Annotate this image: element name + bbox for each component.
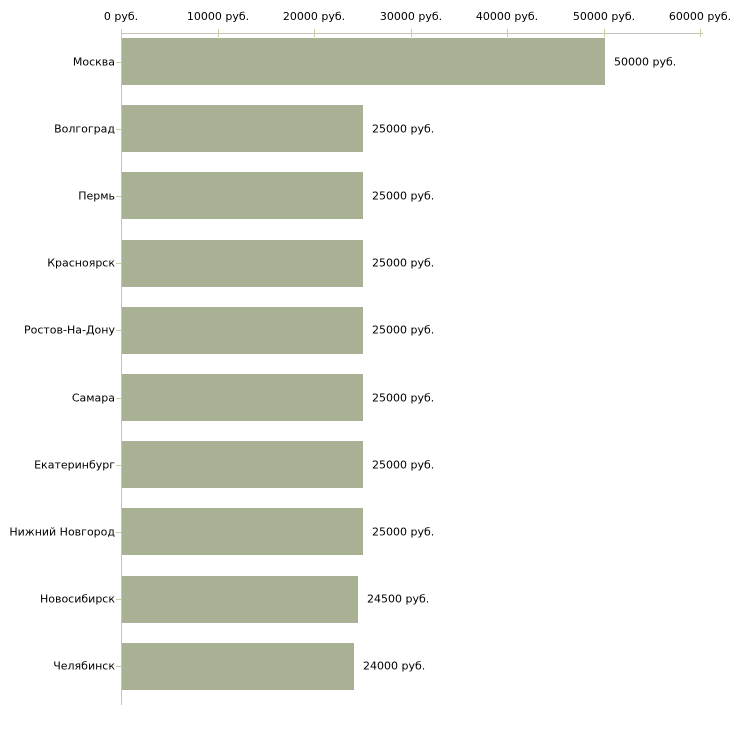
category-label: Екатеринбург (34, 458, 115, 472)
bar (122, 508, 363, 555)
bar (122, 374, 363, 421)
x-axis-tick-mark (218, 29, 219, 37)
bar (122, 576, 358, 623)
bar-value-label: 25000 руб. (372, 122, 435, 136)
x-axis-tick-label: 10000 руб. (186, 10, 250, 23)
category-label: Новосибирск (39, 592, 115, 606)
y-axis-tick-mark (116, 465, 121, 466)
y-axis-tick-mark (116, 398, 121, 399)
category-label: Ростов-На-Дону (23, 323, 115, 337)
bar-value-label: 50000 руб. (614, 55, 677, 69)
bar-value-label: 25000 руб. (372, 525, 435, 539)
y-axis-tick-mark (116, 532, 121, 533)
bar (122, 38, 605, 85)
y-axis-tick-mark (116, 62, 121, 63)
bar-value-label: 25000 руб. (372, 256, 435, 270)
x-axis-tick-mark (121, 29, 122, 37)
bar (122, 441, 363, 488)
bar-value-label: 24000 руб. (363, 659, 426, 673)
category-label: Пермь (78, 189, 115, 203)
x-axis-tick-mark (314, 29, 315, 37)
y-axis-tick-mark (116, 263, 121, 264)
x-axis-line (121, 33, 703, 34)
category-label: Волгоград (54, 122, 115, 136)
x-axis-tick-label: 0 руб. (103, 10, 139, 23)
bar (122, 240, 363, 287)
bar-value-label: 25000 руб. (372, 458, 435, 472)
x-axis-tick-mark (700, 29, 701, 37)
bar (122, 643, 354, 690)
category-label: Челябинск (53, 659, 115, 673)
category-label: Красноярск (47, 256, 115, 270)
category-label: Самара (71, 391, 115, 405)
x-axis-tick-label: 60000 руб. (668, 10, 730, 23)
category-label: Москва (72, 55, 115, 69)
x-axis-tick-label: 40000 руб. (475, 10, 539, 23)
x-axis-tick-mark (411, 29, 412, 37)
y-axis-tick-mark (116, 666, 121, 667)
bar-value-label: 25000 руб. (372, 189, 435, 203)
y-axis-tick-mark (116, 330, 121, 331)
bar-value-label: 25000 руб. (372, 323, 435, 337)
category-label: Нижний Новгород (9, 525, 115, 539)
bar (122, 172, 363, 219)
y-axis-tick-mark (116, 196, 121, 197)
bar-value-label: 25000 руб. (372, 391, 435, 405)
bar (122, 105, 363, 152)
x-axis-tick-label: 20000 руб. (282, 10, 346, 23)
y-axis-line (121, 33, 122, 705)
bar-value-label: 24500 руб. (367, 592, 430, 606)
bar (122, 307, 363, 354)
x-axis-tick-label: 50000 руб. (572, 10, 636, 23)
x-axis-tick-mark (507, 29, 508, 37)
y-axis-tick-mark (116, 129, 121, 130)
x-axis-tick-mark (604, 29, 605, 37)
x-axis-tick-label: 30000 руб. (379, 10, 443, 23)
y-axis-tick-mark (116, 599, 121, 600)
